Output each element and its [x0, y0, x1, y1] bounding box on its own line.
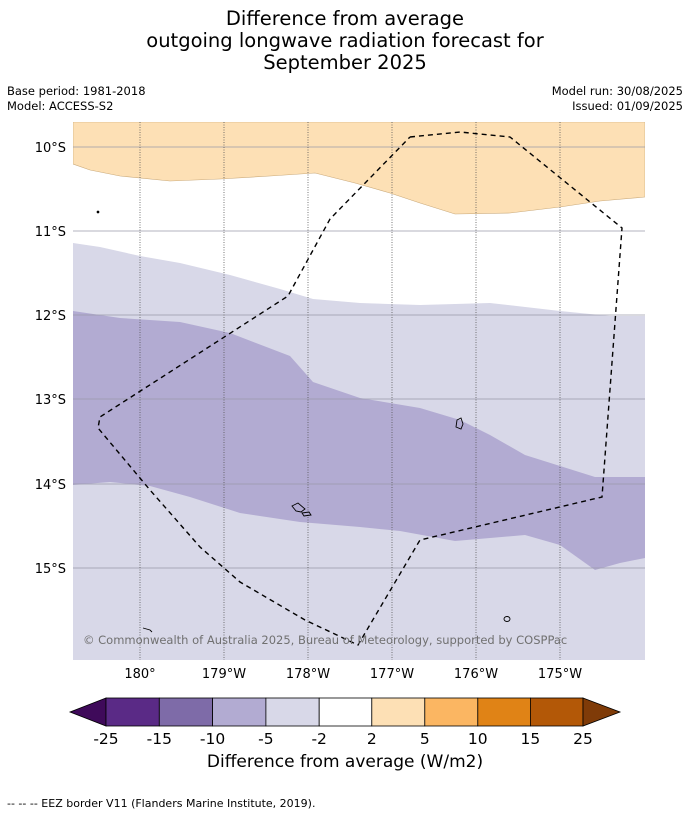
colorbar-tick: -15	[147, 730, 172, 748]
islands	[96, 210, 511, 633]
colorbar-segment	[105, 697, 160, 727]
lat-label: 15°S	[35, 562, 66, 577]
lat-label: 13°S	[35, 393, 66, 408]
colorbar-tick: -2	[311, 730, 326, 748]
lon-label: 178°W	[286, 667, 330, 682]
title-line-1: Difference from average	[225, 7, 465, 30]
island-5	[142, 627, 153, 633]
region-medium-purple	[73, 311, 645, 570]
lon-label: 175°W	[538, 667, 582, 682]
lat-label: 11°S	[35, 225, 66, 240]
lon-label: 176°W	[454, 667, 498, 682]
base-period-text: Base period: 1981-2018	[7, 84, 146, 98]
map-attribution: © Commonwealth of Australia 2025, Bureau…	[83, 633, 568, 647]
island-6	[96, 210, 100, 214]
colorbar-label: Difference from average (W/m2)	[206, 752, 484, 772]
island-2	[291, 502, 306, 513]
meta-left: Base period: 1981-2018 Model: ACCESS-S2	[7, 84, 146, 114]
lat-label: 14°S	[35, 478, 66, 493]
model-run-text: Model run: 30/08/2025	[551, 84, 683, 98]
region-orange	[73, 122, 645, 215]
colorbar-tick: -5	[258, 730, 273, 748]
colorbar-tick: 25	[573, 730, 593, 748]
lat-label: 10°S	[35, 141, 66, 156]
lon-label: 177°W	[370, 667, 414, 682]
lon-label: 180°	[124, 667, 155, 682]
map-panel	[73, 122, 645, 660]
colorbar-tick: -25	[93, 730, 118, 748]
title-line-3: September 2025	[263, 51, 427, 74]
colorbar-segment	[318, 697, 373, 727]
model-text: Model: ACCESS-S2	[7, 99, 114, 113]
colorbar-segment	[477, 697, 531, 727]
chart-title: Difference from average outgoing longwav…	[0, 8, 690, 74]
colorbar-segment	[265, 697, 320, 727]
lon-label: 179°W	[202, 667, 246, 682]
lat-gridlines	[73, 146, 645, 569]
eez-legend-note: -- -- -- EEZ border V11 (Flanders Marine…	[7, 797, 316, 810]
island-1	[455, 417, 464, 430]
colorbar	[68, 697, 622, 727]
title-line-2: outgoing longwave radiation forecast for	[146, 29, 544, 52]
island-3	[301, 511, 312, 517]
colorbar-segment	[424, 697, 479, 727]
lat-labels: 10°S 11°S 12°S 13°S 14°S 15°S	[35, 141, 66, 577]
colorbar-ticks: -25 -15 -10 -5 -2 2 5 10 15 25	[93, 730, 593, 748]
eez-border	[97, 131, 623, 646]
colorbar-extend-max	[582, 697, 622, 727]
colorbar-tick: 10	[468, 730, 488, 748]
colorbar-extend-min	[68, 697, 107, 727]
island-4	[503, 616, 511, 622]
colorbar-segment	[158, 697, 214, 727]
colorbar-segment	[530, 697, 584, 727]
colorbar-segment	[212, 697, 267, 727]
colorbar-tick: -10	[200, 730, 225, 748]
lon-gridlines	[139, 122, 561, 660]
colorbar-tick: 5	[420, 730, 430, 748]
colorbar-tick: 15	[521, 730, 541, 748]
meta-right: Model run: 30/08/2025 Issued: 01/09/2025	[552, 84, 683, 114]
colorbar-segment	[371, 697, 426, 727]
lon-labels: 180° 179°W 178°W 177°W 176°W 175°W	[124, 667, 582, 682]
lat-label: 12°S	[35, 309, 66, 324]
colorbar-tick: 2	[367, 730, 377, 748]
issued-text: Issued: 01/09/2025	[572, 99, 683, 113]
